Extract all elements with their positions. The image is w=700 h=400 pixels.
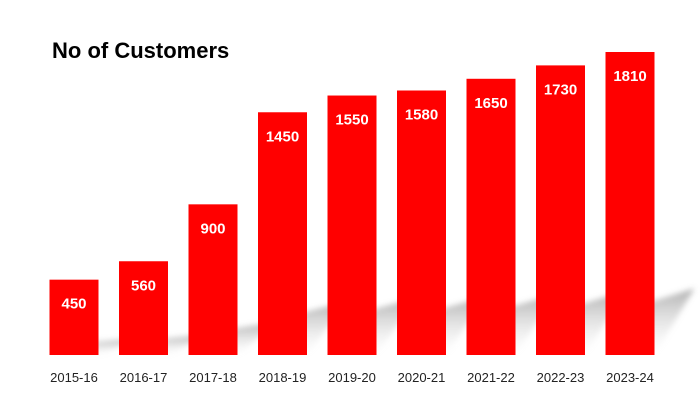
tick-label-2019-20: 2019-20 <box>328 370 376 385</box>
value-label-2022-23: 1730 <box>544 81 577 98</box>
bar-2018-19 <box>258 112 307 355</box>
value-label-2015-16: 450 <box>61 296 86 313</box>
value-label-2016-17: 560 <box>131 277 156 294</box>
tick-label-2018-19: 2018-19 <box>259 370 307 385</box>
tick-label-2017-18: 2017-18 <box>189 370 237 385</box>
bars <box>49 52 655 356</box>
tick-label-2015-16: 2015-16 <box>50 370 98 385</box>
tick-label-2021-22: 2021-22 <box>467 370 515 385</box>
bar-2023-24 <box>605 52 655 355</box>
bar-2016-17 <box>119 261 168 355</box>
tick-label-2023-24: 2023-24 <box>606 370 654 385</box>
bar-2019-20 <box>327 95 377 355</box>
bar-2015-16 <box>49 279 99 355</box>
chart-title: No of Customers <box>52 38 229 63</box>
value-label-2023-24: 1810 <box>613 68 646 85</box>
value-label-2021-22: 1650 <box>474 95 507 112</box>
bar-2020-21 <box>397 90 446 356</box>
tick-label-2022-23: 2022-23 <box>537 370 585 385</box>
bar-2022-23 <box>536 65 585 355</box>
tick-label-2016-17: 2016-17 <box>120 370 168 385</box>
tick-label-2020-21: 2020-21 <box>398 370 446 385</box>
value-label-2018-19: 1450 <box>266 128 299 145</box>
bar-2017-18 <box>188 204 238 355</box>
bar-2021-22 <box>466 78 516 355</box>
x-axis-tick-labels: 2015-16 2016-17 2017-18 2018-19 2019-20 2020-… <box>50 370 654 385</box>
value-labels: 450 560 900 1450 1550 1580 1650 1730 1810 <box>61 68 646 313</box>
value-label-2019-20: 1550 <box>335 112 368 129</box>
value-label-2020-21: 1580 <box>405 107 438 124</box>
value-label-2017-18: 900 <box>200 220 225 237</box>
